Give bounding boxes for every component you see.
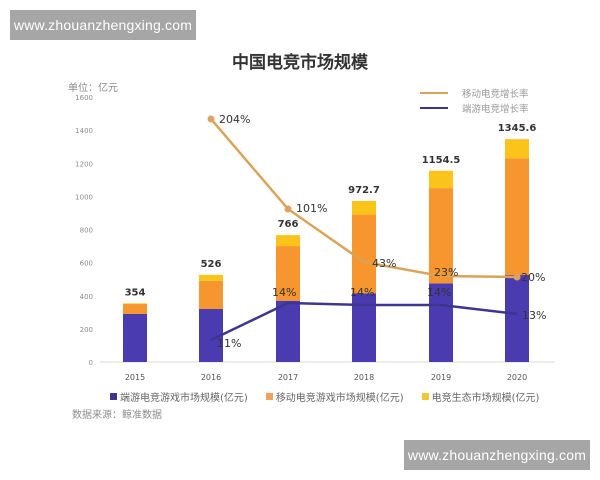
legend-label: 电竞生态市场规模(亿元) <box>431 393 540 404</box>
bar-legend: 端游电竞游戏市场规模(亿元) 移动电竞游戏市场规模(亿元) 电竞生态市场规模(亿… <box>110 389 539 404</box>
bar-total-label: 1345.6 <box>498 123 537 134</box>
bar-segment <box>276 235 300 247</box>
bar-segment <box>429 283 453 362</box>
growth-label: 13% <box>522 309 546 322</box>
legend-label: 端游电竞增长率 <box>462 103 529 115</box>
growth-label: 14% <box>350 286 374 299</box>
legend-line-swatch <box>420 106 448 109</box>
legend-item-mobile-market: 移动电竞游戏市场规模(亿元) <box>265 389 404 404</box>
bar-total-label: 972.7 <box>348 185 380 196</box>
bar-segment <box>505 139 529 159</box>
line-marker <box>207 115 215 123</box>
legend-label: 移动电竞游戏市场规模(亿元) <box>275 393 404 404</box>
bar-segment <box>123 303 147 305</box>
y-tick-label: 600 <box>80 260 93 268</box>
line-legend: 移动电竞增长率 端游电竞增长率 <box>420 85 529 115</box>
legend-line-swatch <box>420 91 448 94</box>
legend-swatch <box>110 393 117 400</box>
growth-label: 20% <box>521 271 545 284</box>
legend-label: 端游电竞游戏市场规模(亿元) <box>120 393 248 404</box>
bar-segment <box>123 313 147 362</box>
growth-label: 14% <box>427 286 451 299</box>
growth-label: 101% <box>296 202 327 215</box>
y-tick-label: 1200 <box>75 160 93 168</box>
x-tick-label: 2018 <box>354 373 374 382</box>
data-source: 数据来源：鲸准数据 <box>72 410 162 421</box>
bar-segment <box>429 188 453 284</box>
bar-segment <box>505 275 529 362</box>
y-tick-label: 0 <box>89 359 93 367</box>
y-tick-label: 1000 <box>75 193 93 201</box>
bar-segment <box>276 300 300 362</box>
chart-title: 中国电竞市场规模 <box>232 53 368 73</box>
bar-total-label: 526 <box>201 259 222 270</box>
bar-total-label: 766 <box>278 219 299 230</box>
y-tick-label: 400 <box>80 293 93 301</box>
bar-total-label: 1154.5 <box>422 155 461 166</box>
growth-label: 23% <box>434 266 458 279</box>
legend-item-mobile-growth: 移动电竞增长率 <box>420 85 529 100</box>
bar-total-label: 354 <box>125 287 146 298</box>
legend-swatch <box>421 393 429 400</box>
pc-growth-line <box>210 301 518 342</box>
growth-label: 43% <box>372 257 396 270</box>
x-tick-label: 2016 <box>201 373 221 382</box>
y-tick-label: 800 <box>80 227 93 235</box>
legend-item-pc-market: 端游电竞游戏市场规模(亿元) <box>110 389 248 404</box>
bar-segment <box>352 200 376 215</box>
growth-label: 11% <box>217 337 241 350</box>
watermark-top: www.zhouanzhengxing.com <box>10 10 196 40</box>
legend-item-ecosystem-market: 电竞生态市场规模(亿元) <box>421 389 540 404</box>
x-tick-label: 2015 <box>125 373 145 382</box>
bar-segment <box>199 274 223 281</box>
x-tick-label: 2019 <box>431 373 451 382</box>
x-tick-label: 2017 <box>278 373 298 382</box>
bar-segment <box>505 158 529 276</box>
x-tick-label: 2020 <box>507 373 527 382</box>
legend-label: 移动电竞增长率 <box>462 88 529 100</box>
legend-swatch <box>265 393 273 400</box>
bar-segment <box>352 214 376 294</box>
bar-segment <box>123 304 147 314</box>
legend-item-pc-growth: 端游电竞增长率 <box>420 100 529 115</box>
y-tick-label: 1600 <box>75 94 93 102</box>
line-marker <box>284 205 292 213</box>
bar-segment <box>276 246 300 301</box>
y-tick-label: 1400 <box>75 127 93 135</box>
watermark-bottom: www.zhouanzhengxing.com <box>404 440 590 470</box>
unit-label: 单位：亿元 <box>68 83 118 94</box>
line-marker <box>513 273 521 281</box>
growth-label: 204% <box>219 113 250 126</box>
bar-segment <box>199 280 223 309</box>
y-tick-label: 200 <box>80 326 93 334</box>
bar-segment <box>429 170 453 189</box>
growth-label: 14% <box>272 286 296 299</box>
mobile-growth-line <box>210 118 518 279</box>
